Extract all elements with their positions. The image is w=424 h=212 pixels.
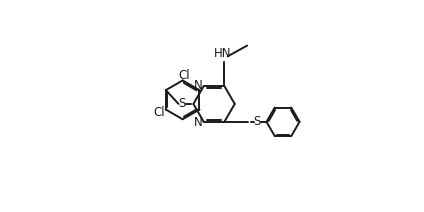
Text: Cl: Cl	[178, 69, 190, 82]
Text: S: S	[179, 98, 186, 110]
Text: HN: HN	[214, 47, 232, 60]
Text: Cl: Cl	[154, 106, 165, 119]
Text: N: N	[194, 116, 202, 129]
Text: N: N	[194, 79, 202, 92]
Text: S: S	[254, 115, 261, 128]
